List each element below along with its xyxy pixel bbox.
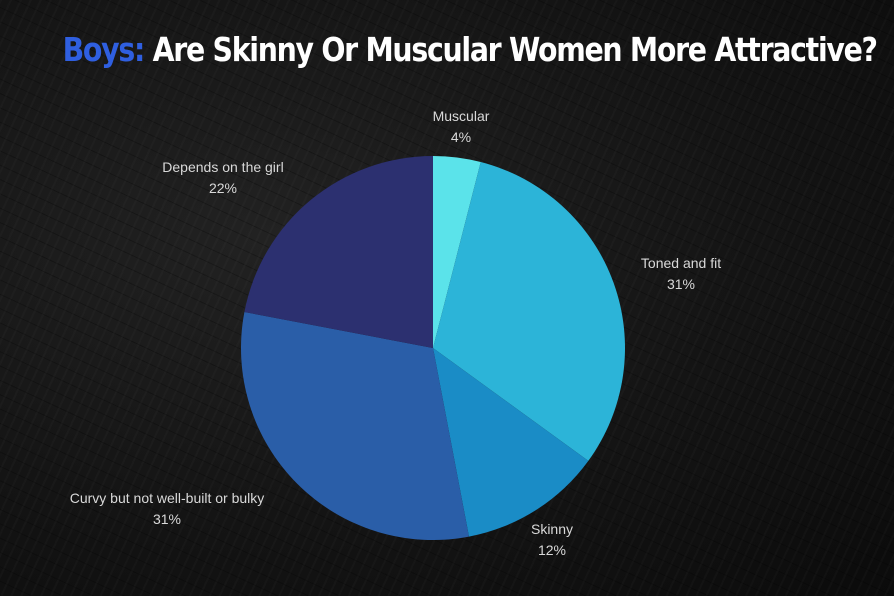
pie-slice-depends-on-the-girl [244,156,433,348]
slice-label: Depends on the girl [162,159,283,175]
slice-value-label: 22% [209,180,237,196]
pie-slice-muscular [433,156,481,348]
pie-slice-skinny [433,348,589,537]
slice-label: Curvy but not well-built or bulky [70,490,265,506]
pie-slice-toned-and-fit [433,162,625,461]
slice-value-label: 4% [451,129,471,145]
slice-label: Skinny [531,521,573,537]
pie-slices [240,156,625,541]
title-main: Are Skinny Or Muscular Women More Attrac… [152,30,878,69]
slice-value-label: 31% [667,276,695,292]
slice-value-label: 12% [538,542,566,558]
pie-labels: Muscular 4% Toned and fit 31% Skinny 12% Curvy… [70,108,721,558]
pie-slice-curvy-but-not-well-built-or-bulky [240,312,469,541]
chart-title: Boys: Are Skinny Or Muscular Women More … [62,30,878,69]
slice-label: Muscular [433,108,490,124]
slice-label: Toned and fit [641,255,721,271]
slice-value-label: 31% [153,511,181,527]
title-prefix: Boys: [62,30,146,69]
